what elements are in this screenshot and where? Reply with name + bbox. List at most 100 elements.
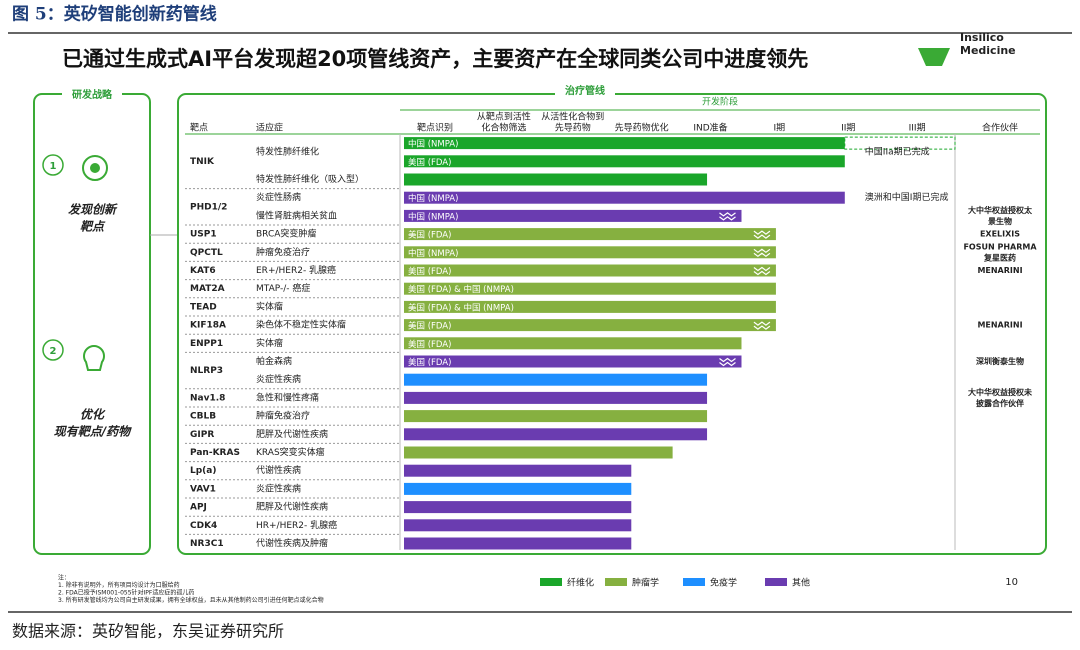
target-name: QPCTL — [190, 248, 223, 258]
progress-bar — [404, 501, 632, 514]
stage-label: III期 — [909, 123, 926, 134]
planned-stage — [844, 136, 956, 150]
legend-label: 其他 — [792, 577, 810, 589]
strategy-label: 优化 — [80, 408, 106, 422]
stage-header: 开发阶段 — [702, 96, 738, 108]
indication: 实体瘤 — [256, 337, 283, 349]
target-name: Pan-KRAS — [190, 448, 240, 458]
slide-title: 已通过生成式AI平台发现超20项管线资产，主要资产在全球同类公司中进度领先 — [62, 47, 808, 71]
pipeline-heading-bg — [555, 84, 615, 98]
bar-label: 美国 (FDA) & 中国 (NMPA) — [408, 284, 514, 295]
partner: 复星医药 — [983, 252, 1016, 262]
stage-label: I期 — [774, 123, 786, 134]
indication: 肥胖及代谢性疾病 — [256, 501, 328, 513]
progress-bar — [404, 155, 845, 168]
indication: 肿瘤免疫治疗 — [256, 246, 310, 258]
partner: EXELIXIS — [980, 230, 1020, 239]
milestone-icon — [719, 212, 736, 221]
progress-bar — [404, 300, 776, 313]
logo-text: Insilico — [960, 31, 1004, 44]
target-icon — [82, 155, 108, 181]
progress-bar — [404, 391, 708, 404]
footnote: 注： — [58, 574, 70, 582]
bar-label: 中国 (NMPA) — [408, 211, 458, 222]
partner: MENARINI — [977, 266, 1022, 275]
bar-label: 中国 (NMPA) — [408, 248, 458, 259]
progress-bar — [404, 282, 776, 295]
progress-bar — [404, 519, 632, 532]
progress-bar — [404, 337, 742, 350]
figure-title: 图 5：英矽智能创新药管线 — [12, 4, 217, 25]
progress-bar — [404, 410, 708, 423]
strategy-heading: 研发战略 — [72, 88, 113, 101]
indication: HR+/HER2- 乳腺癌 — [256, 519, 337, 531]
stage-label: 从靶点到活性 — [477, 111, 531, 123]
bar-label: 中国 (NMPA) — [408, 193, 458, 204]
indication: ER+/HER2- 乳腺癌 — [256, 264, 336, 276]
indication: MTAP-/- 癌症 — [256, 282, 310, 294]
bar-label: 美国 (FDA) — [408, 339, 451, 350]
logo-text: Medicine — [960, 44, 1016, 57]
bar-label: 美国 (FDA) — [408, 230, 451, 241]
page-number: 10 — [1005, 577, 1018, 588]
indication: 炎症性肠病 — [256, 191, 301, 203]
stage-label: 靶点识别 — [417, 122, 453, 134]
progress-bar — [404, 373, 708, 386]
target-name: NLRP3 — [190, 366, 223, 376]
stage-label: 先导药物 — [555, 122, 591, 134]
indication: 肿瘤免疫治疗 — [256, 410, 310, 422]
target-name: TEAD — [190, 302, 217, 312]
milestone-icon — [753, 266, 771, 276]
bar-label: 美国 (FDA) — [408, 266, 451, 277]
progress-note: 中国IIa期已完成 — [865, 146, 930, 158]
milestone-icon — [753, 230, 771, 239]
bulb-icon — [83, 345, 105, 371]
partner: 大中华权益授权太 — [968, 205, 1033, 215]
target-name: CBLB — [190, 412, 216, 422]
target-name: KAT6 — [190, 266, 216, 276]
progress-bar — [404, 246, 776, 259]
milestone-icon — [753, 321, 771, 330]
footnote: 1. 除非有说明外，所有项目均设计为口服给药 — [58, 581, 180, 589]
column-header: 合作伙伴 — [982, 122, 1018, 134]
progress-bar — [404, 537, 632, 550]
step-number: 2 — [50, 346, 57, 357]
target-name: KIF18A — [190, 321, 226, 331]
target-name: PHD1/2 — [190, 202, 227, 212]
indication: BRCA突变肿瘤 — [256, 228, 316, 240]
progress-bar — [404, 464, 632, 477]
progress-bar — [404, 446, 673, 459]
target-name: ENPP1 — [190, 339, 223, 349]
strategy-label: 现有靶点/药物 — [54, 425, 132, 439]
progress-bar — [404, 209, 742, 222]
legend-swatch — [765, 578, 787, 586]
target-name: MAT2A — [190, 284, 225, 294]
step-badge — [42, 154, 64, 176]
indication: 肥胖及代谢性疾病 — [256, 428, 328, 440]
progress-bar — [404, 173, 708, 186]
progress-bar — [404, 482, 632, 495]
target-name: TNIK — [190, 157, 215, 167]
bar-label: 美国 (FDA) — [408, 357, 451, 368]
step-number: 1 — [50, 161, 57, 172]
stage-label: 从活性化合物到 — [541, 111, 604, 123]
indication: 代谢性疾病 — [256, 464, 301, 476]
partner: 深圳衡泰生物 — [976, 356, 1024, 366]
partner: 景生物 — [988, 216, 1012, 226]
legend-label: 免疫学 — [710, 577, 737, 589]
indication: 特发性肺纤维化（吸入型） — [256, 173, 364, 185]
partner: FOSUN PHARMA — [963, 242, 1037, 251]
source: 数据来源：英矽智能，东吴证券研究所 — [12, 622, 284, 641]
stage-label: IND准备 — [693, 122, 727, 134]
pipeline-heading: 治疗管线 — [565, 84, 605, 97]
progress-bar — [404, 264, 776, 277]
milestone-icon — [719, 357, 736, 367]
indication: 染色体不稳定性实体瘤 — [256, 319, 346, 331]
target-name: NR3C1 — [190, 539, 224, 549]
progress-bar — [404, 191, 845, 204]
indication: 帕金森病 — [256, 355, 292, 367]
indication: 代谢性疾病及肿瘤 — [256, 537, 328, 549]
target-name: CDK4 — [190, 521, 217, 531]
bar-label: 美国 (FDA) & 中国 (NMPA) — [408, 302, 514, 313]
